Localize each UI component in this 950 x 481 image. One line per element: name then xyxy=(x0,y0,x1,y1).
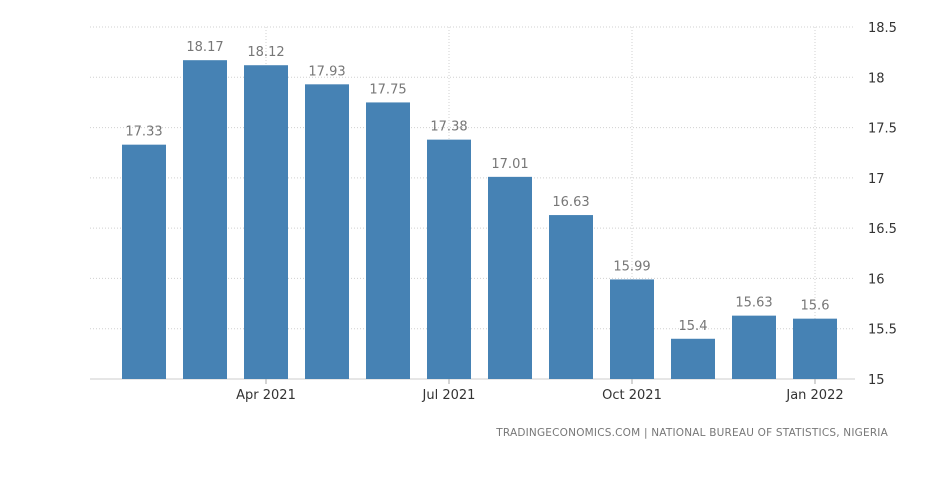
bar xyxy=(366,102,410,379)
y-tick-label: 17 xyxy=(868,172,885,187)
data-label: 18.12 xyxy=(247,45,284,60)
y-tick-label: 15 xyxy=(868,373,885,388)
bar xyxy=(671,338,715,379)
y-axis-ticks: 15 15.5 16 16.5 17 17.5 18 18.5 xyxy=(868,21,897,388)
y-tick-label: 18.5 xyxy=(868,21,897,36)
data-label: 17.38 xyxy=(430,120,467,135)
bars xyxy=(122,60,837,380)
data-label: 18.17 xyxy=(186,40,223,55)
data-label: 15.4 xyxy=(679,319,708,334)
x-axis-ticks: Apr 2021 Jul 2021 Oct 2021 Jan 2022 xyxy=(236,379,844,403)
bar xyxy=(488,176,532,379)
value-labels: 17.33 18.17 18.12 17.93 17.75 17.38 17.01 16.63… xyxy=(125,40,829,334)
bar xyxy=(610,279,654,379)
y-tick-label: 16.5 xyxy=(868,222,897,237)
y-tick-label: 17.5 xyxy=(868,122,897,137)
data-label: 17.93 xyxy=(308,64,345,79)
source-credit: TRADINGECONOMICS.COM | NATIONAL BUREAU O… xyxy=(496,427,888,439)
bar xyxy=(732,315,776,379)
data-label: 17.75 xyxy=(369,82,406,97)
data-label: 15.6 xyxy=(801,299,830,314)
bar xyxy=(183,60,227,380)
x-tick-label: Apr 2021 xyxy=(236,388,296,403)
y-tick-label: 16 xyxy=(868,272,885,287)
bar xyxy=(305,84,349,379)
y-tick-label: 18 xyxy=(868,71,885,86)
data-label: 16.63 xyxy=(552,195,589,210)
x-tick-label: Oct 2021 xyxy=(602,388,662,403)
x-tick-label: Jul 2021 xyxy=(422,388,476,403)
bar xyxy=(549,215,593,379)
data-label: 15.99 xyxy=(613,259,650,274)
bar xyxy=(793,318,837,379)
data-label: 17.33 xyxy=(125,125,162,140)
x-tick-label: Jan 2022 xyxy=(785,388,843,403)
bar xyxy=(427,139,471,379)
data-label: 15.63 xyxy=(735,296,772,311)
y-tick-label: 15.5 xyxy=(868,323,897,338)
bar xyxy=(122,144,166,379)
bar xyxy=(244,65,288,380)
data-label: 17.01 xyxy=(491,157,528,172)
